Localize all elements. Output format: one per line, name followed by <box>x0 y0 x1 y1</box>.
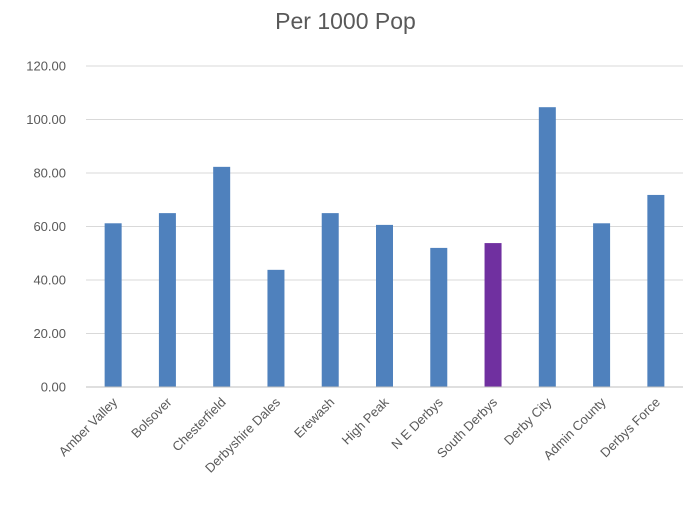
bar <box>484 243 502 387</box>
x-category-label: Derby City <box>501 394 555 448</box>
bar <box>104 223 122 387</box>
y-tick-label: 100.00 <box>26 112 66 127</box>
y-axis-tick-labels: 0.00 20.00 40.00 60.00 80.00 100.00 120.00 <box>26 59 66 395</box>
y-tick-label: 60.00 <box>33 219 66 234</box>
y-tick-label: 80.00 <box>33 166 66 181</box>
bar <box>213 166 231 387</box>
bar <box>538 107 556 387</box>
bar <box>593 223 611 387</box>
bar <box>267 269 285 387</box>
x-category-label: Erewash <box>291 395 337 441</box>
x-axis-category-labels: Amber Valley BolsoverChesterfieldDerbyshi… <box>56 394 663 476</box>
y-tick-label: 20.00 <box>33 326 66 341</box>
bar <box>430 247 448 387</box>
bar <box>321 213 339 387</box>
chart-title: Per 1000 Pop <box>275 8 416 34</box>
bar <box>376 224 393 387</box>
y-tick-label: 0.00 <box>41 380 66 395</box>
y-tick-label: 40.00 <box>33 273 66 288</box>
bar <box>158 213 176 387</box>
bar <box>647 194 665 387</box>
x-category-label: Amber Valley <box>56 394 121 459</box>
bars <box>104 107 665 387</box>
x-category-label: N E Derbys <box>388 394 446 452</box>
x-category-label: High Peak <box>339 394 392 447</box>
x-category-label: Bolsover <box>128 394 175 441</box>
x-category-label: Chesterfield <box>169 395 229 455</box>
y-tick-label: 120.00 <box>26 59 66 74</box>
